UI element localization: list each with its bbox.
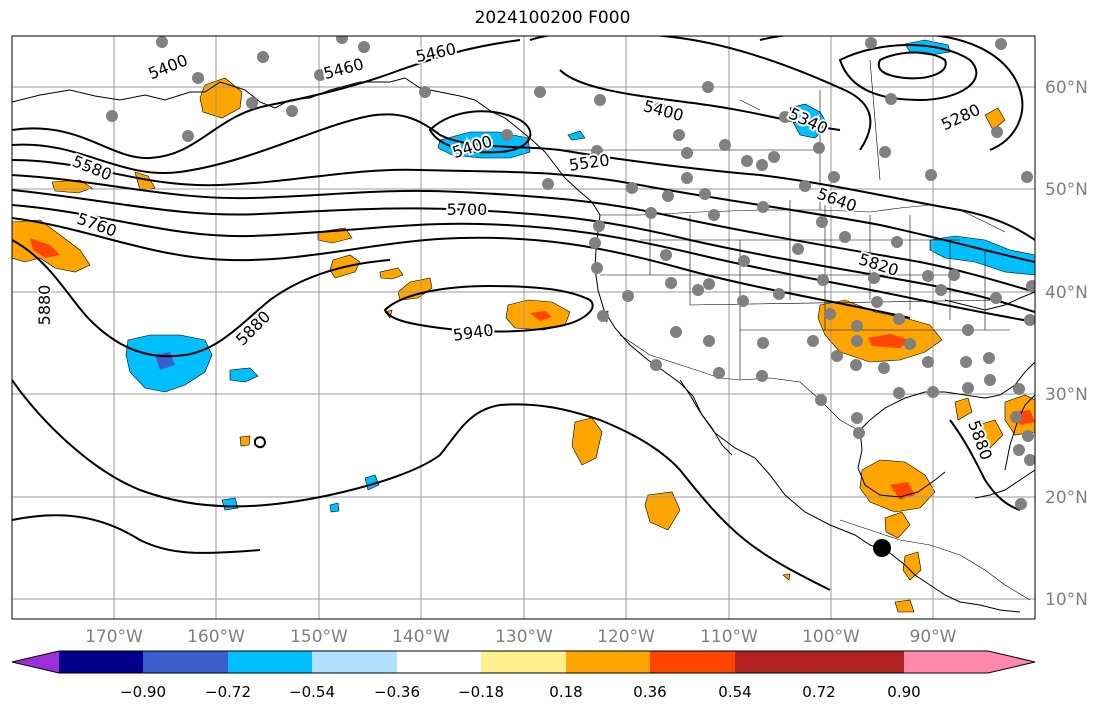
lon-label: 150°W [290,627,348,647]
station-markers [106,36,1035,510]
colorbar: −0.90 −0.72 −0.54 −0.36 −0.18 0.18 0.36 … [11,650,1036,701]
colorbar-left-extension [12,651,59,673]
lon-label: 120°W [597,627,655,647]
longitude-labels: 170°W 160°W 150°W 140°W 130°W 120°W 110°… [85,627,957,647]
colorbar-tick-label: −0.72 [205,683,251,701]
colorbar-tick-label: 0.18 [549,683,582,701]
colorbar-segment [819,651,905,673]
map-gridlines [12,36,1035,619]
colorbar-segment [312,651,398,673]
lon-label: 170°W [85,627,143,647]
map-panel: 5400 5460 5460 5400 5280 5340 5400 5520 … [12,36,1035,619]
lon-label: 90°W [910,627,957,647]
colorbar-tick-label: 0.54 [718,683,751,701]
colorbar-tick-label: 0.72 [802,683,835,701]
lat-label: 40°N [1045,283,1088,303]
lat-label: 20°N [1045,488,1088,508]
colorbar-tick-label: −0.54 [289,683,335,701]
colorbar-tick-label: −0.90 [120,683,166,701]
colorbar-tick-label: 0.90 [887,683,920,701]
colorbar-segment [59,651,144,673]
colorbar-segment [143,651,229,673]
colorbar-right-extension [904,651,1035,673]
contour-label: 5880 [35,285,54,326]
colorbar-tick-label: −0.36 [374,683,420,701]
colorbar-tick-label: 0.36 [633,683,666,701]
storm-center-marker [873,539,891,557]
lon-label: 130°W [495,627,553,647]
latitude-labels: 60°N 50°N 40°N 30°N 20°N 10°N [1045,78,1088,610]
map-title: 2024100200 F000 [474,8,631,28]
colorbar-outline [11,650,1036,674]
lon-label: 140°W [392,627,450,647]
colorbar-segment [735,651,820,673]
lon-label: 160°W [187,627,245,647]
coastlines [12,77,1035,613]
height-contours [12,36,1035,591]
lat-label: 10°N [1045,590,1088,610]
lat-label: 50°N [1045,180,1088,200]
map-frame [11,35,1036,620]
lat-label: 30°N [1045,385,1088,405]
colorbar-segment [397,651,482,673]
colorbar-segment [228,651,313,673]
colorbar-segment [566,651,651,673]
lon-label: 100°W [802,627,860,647]
lon-label: 110°W [700,627,758,647]
lat-label: 60°N [1045,78,1088,98]
contour-label: 5700 [447,200,488,219]
colorbar-segment [650,651,736,673]
colorbar-tick-label: −0.18 [458,683,504,701]
colorbar-segment [481,651,567,673]
